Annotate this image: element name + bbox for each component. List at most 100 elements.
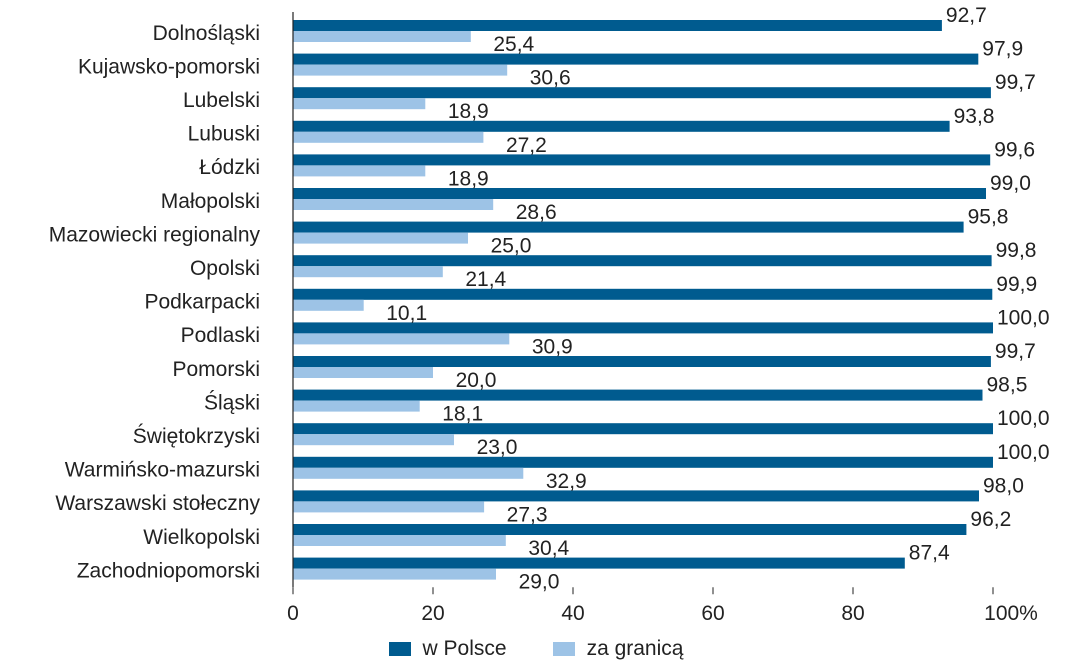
legend-swatch-series-1 (388, 642, 411, 656)
data-label-za-granica: 30,9 (532, 335, 573, 358)
bar-za-granica (293, 266, 443, 278)
data-label-za-granica: 23,0 (477, 436, 518, 459)
legend-label-series-1: w Polsce (422, 637, 507, 660)
data-label-w-polsce: 99,8 (996, 239, 1037, 262)
data-label-w-polsce: 100,0 (997, 407, 1050, 430)
bar-w-polsce (293, 322, 993, 334)
category-label: Podlaski (181, 324, 260, 347)
bar-za-granica (293, 232, 468, 244)
category-label: Zachodniopomorski (77, 559, 260, 582)
data-label-za-granica: 32,9 (546, 470, 587, 493)
category-label: Mazowiecki regionalny (49, 223, 261, 246)
category-label: Warmińsko-mazurski (65, 459, 260, 482)
data-label-w-polsce: 92,7 (946, 4, 987, 27)
data-label-w-polsce: 93,8 (954, 105, 995, 128)
bar-za-granica (293, 467, 524, 479)
bar-w-polsce (293, 423, 993, 435)
data-label-w-polsce: 87,4 (909, 542, 950, 565)
data-label-w-polsce: 99,6 (994, 138, 1035, 161)
category-label: Świętokrzyski (133, 424, 260, 448)
bar-w-polsce (293, 154, 991, 166)
legend-label-series-2: za granicą (586, 637, 684, 660)
axes (292, 12, 994, 595)
category-label: Lubuski (188, 123, 260, 146)
bar-za-granica (293, 501, 485, 513)
data-label-za-granica: 27,2 (506, 134, 547, 157)
bar-za-granica (293, 333, 510, 345)
data-label-za-granica: 18,9 (448, 167, 489, 190)
bar-w-polsce (293, 524, 967, 535)
category-label: Pomorski (172, 358, 260, 381)
data-label-w-polsce: 100,0 (997, 306, 1050, 329)
bar-w-polsce (293, 120, 950, 132)
x-tick-label: 80 (841, 602, 864, 625)
data-label-w-polsce: 98,0 (983, 474, 1024, 497)
bar-za-granica (293, 98, 426, 110)
x-tick-label: 0 (287, 602, 299, 625)
bar-chart: Dolnośląski Kujawsko-pomorski Lubelski Lubu… (49, 4, 1050, 625)
data-label-za-granica: 25,0 (491, 235, 532, 258)
data-label-w-polsce: 98,5 (987, 374, 1028, 397)
data-label-za-granica: 20,0 (456, 369, 497, 392)
x-tick-labels: 0 20 40 60 80 100% (287, 602, 1038, 625)
data-label-w-polsce: 99,7 (995, 71, 1036, 94)
category-label: Małopolski (161, 190, 260, 213)
x-tick-label: 40 (561, 602, 584, 625)
data-label-za-granica: 21,4 (465, 268, 506, 291)
data-label-za-granica: 18,9 (448, 100, 489, 123)
bar-w-polsce (293, 557, 905, 569)
bar-w-polsce (293, 221, 964, 233)
legend-item-series-2: za granicą (552, 637, 684, 661)
data-label-za-granica: 25,4 (493, 33, 534, 56)
data-label-za-granica: 10,1 (386, 302, 427, 325)
data-label-za-granica: 30,4 (528, 537, 569, 560)
bar-w-polsce (293, 87, 991, 99)
data-label-w-polsce: 99,0 (990, 172, 1031, 195)
bar-za-granica (293, 131, 484, 143)
category-label: Wielkopolski (143, 526, 260, 549)
bar-za-granica (293, 434, 454, 446)
category-label: Podkarpacki (144, 291, 260, 314)
bar-za-granica (293, 165, 426, 177)
bar-za-granica (293, 199, 494, 210)
data-label-w-polsce: 99,9 (996, 273, 1037, 296)
bar-za-granica (293, 400, 420, 412)
category-label: Łódzki (199, 156, 260, 179)
legend-item-series-1: w Polsce (388, 637, 507, 661)
category-label: Śląski (204, 390, 260, 414)
bar-za-granica (293, 568, 496, 580)
category-labels: Dolnośląski Kujawsko-pomorski Lubelski Lubu… (49, 22, 261, 583)
bar-w-polsce (293, 20, 942, 31)
data-label-za-granica: 27,3 (507, 503, 548, 526)
data-label-w-polsce: 100,0 (997, 441, 1050, 464)
x-tick-label: 20 (421, 602, 444, 625)
bar-w-polsce (293, 188, 986, 199)
bar-w-polsce (293, 288, 993, 300)
bar-za-granica (293, 31, 471, 42)
bar-w-polsce (293, 53, 979, 65)
bar-za-granica (293, 535, 506, 546)
category-label: Dolnośląski (153, 22, 260, 45)
data-label-za-granica: 28,6 (516, 201, 557, 224)
data-label-w-polsce: 97,9 (982, 38, 1023, 61)
data-label-w-polsce: 95,8 (968, 206, 1009, 229)
bar-w-polsce (293, 255, 992, 267)
data-label-w-polsce: 99,7 (995, 340, 1036, 363)
data-label-w-polsce: 96,2 (970, 508, 1011, 531)
legend-swatch-series-2 (552, 642, 575, 656)
bar-w-polsce (293, 490, 979, 502)
bar-w-polsce (293, 356, 991, 367)
bars (293, 20, 993, 580)
category-label: Opolski (190, 257, 260, 280)
data-label-za-granica: 29,0 (519, 571, 560, 594)
x-tick-label: 60 (701, 602, 724, 625)
bar-w-polsce (293, 389, 983, 401)
bar-za-granica (293, 367, 433, 378)
category-label: Kujawsko-pomorski (78, 55, 260, 78)
x-tick-label: 100% (984, 602, 1038, 625)
category-label: Lubelski (183, 89, 260, 112)
bar-za-granica (293, 64, 508, 76)
bar-za-granica (293, 299, 364, 311)
bar-w-polsce (293, 456, 993, 468)
data-labels: 92,7 25,4 97,9 30,6 99,7 18,9 93,8 27,2 99,6 18,9… (386, 4, 1049, 594)
